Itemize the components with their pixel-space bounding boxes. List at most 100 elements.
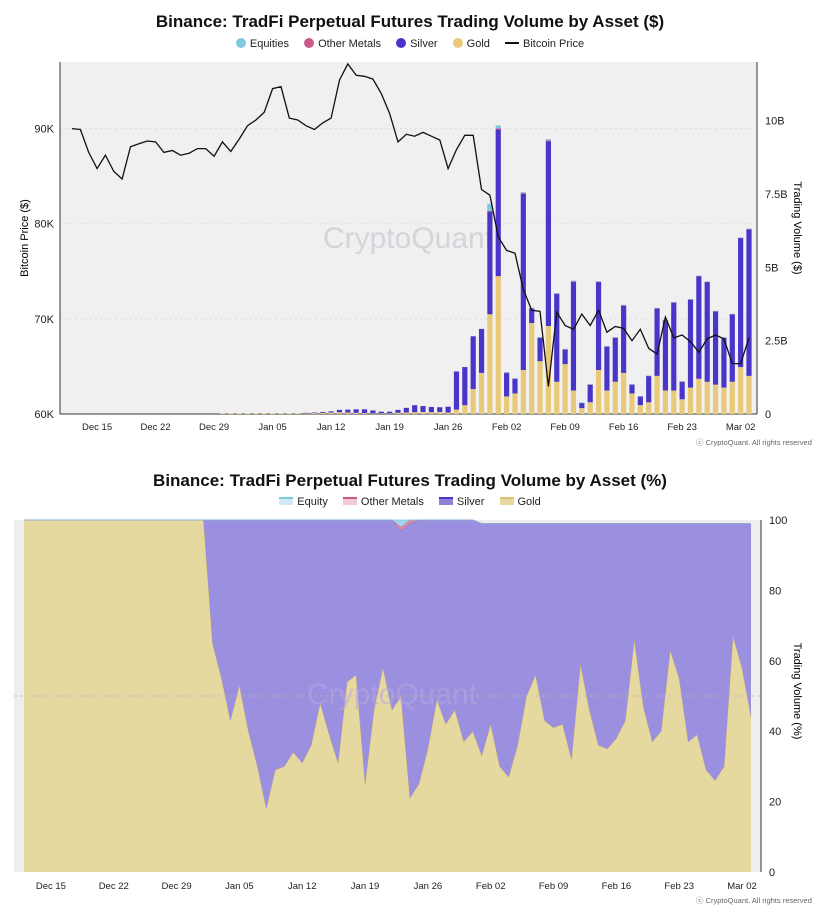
chart1-bar-silver (353, 409, 359, 413)
legend-item-equities[interactable]: Equities (235, 38, 289, 50)
chart1-bar-equities (679, 381, 685, 382)
chart1-bar-silver (478, 328, 485, 373)
chart1-bar-equities (545, 139, 551, 141)
chart1-bar-gold (219, 413, 226, 415)
legend2-item-gold[interactable]: Gold (499, 496, 541, 508)
chart1-bar-gold (328, 412, 334, 414)
chart1-bar-other-metals (595, 281, 602, 283)
chart1-bar-gold (286, 413, 292, 415)
chart1-bar-gold (729, 381, 735, 414)
chart1-bar-gold (395, 412, 401, 414)
chart1-xtick: Feb 02 (492, 422, 522, 433)
chart1-bar-equities (687, 299, 694, 300)
chart1-bar-silver (504, 372, 510, 397)
legend-item-other-metals[interactable]: Other Metals (304, 38, 381, 50)
chart1-bar-gold (671, 390, 677, 414)
chart1-bar-gold (520, 370, 526, 414)
chart1-bar-silver (646, 375, 652, 403)
legend2-label-other-metals: Other Metals (360, 496, 424, 508)
chart1-bar-equities (629, 384, 635, 385)
chart1-bar-silver (671, 302, 677, 391)
chart1-bar-silver (487, 211, 493, 315)
chart1-bar-silver (378, 411, 384, 414)
chart1-bar-gold (738, 367, 744, 414)
chart1-bar-silver (303, 412, 309, 414)
chart1-bar-silver (470, 336, 476, 390)
chart1-bar-gold (270, 413, 276, 415)
chart2-edge-equity (24, 519, 751, 524)
chart1-ytick-right: 0 (765, 409, 771, 421)
chart1-bar-other-metals (487, 211, 493, 212)
chart1-bar-equities (579, 402, 585, 404)
legend2-item-other-metals[interactable]: Other Metals (342, 496, 424, 508)
chart1-bar-gold (554, 381, 560, 414)
chart1-bar-gold (595, 370, 602, 414)
chart1-bar-gold (403, 412, 409, 414)
chart1-ytick-left: 80K (34, 219, 54, 231)
chart1-bar-gold (244, 413, 251, 415)
chart1-bar-other-metals (570, 281, 577, 283)
chart1-bar-equities (504, 372, 510, 373)
chart1-bar-gold (453, 409, 460, 414)
legend2-swatch-silver (438, 497, 453, 505)
legend-label-gold: Gold (466, 38, 490, 50)
chart1-bar-silver (370, 410, 376, 414)
legend-label-other-metals: Other Metals (318, 38, 382, 50)
chart1-bar-silver (579, 402, 585, 409)
chart1-bar-silver (712, 311, 719, 385)
chart1-bar-equities (612, 337, 618, 338)
chart1-ylabel-right: Trading Volume ($) (791, 181, 803, 274)
chart1-bar-silver (495, 129, 501, 277)
chart1-bar-silver (662, 320, 669, 391)
chart1-watermark: CryptoQuant (323, 222, 494, 255)
chart1-xtick: Feb 16 (609, 422, 639, 433)
legend-item-bitcoin-price[interactable]: Bitcoin Price (504, 38, 585, 50)
chart1-bar-gold (646, 402, 652, 414)
legend-label-silver: Silver (410, 38, 438, 50)
chart1-bar-gold (311, 413, 317, 414)
chart1-bar-silver (729, 314, 735, 382)
chart1-bar-gold (320, 412, 326, 414)
chart1-bar-gold (487, 314, 493, 414)
chart1-bar-gold (679, 399, 685, 414)
legend2-item-equity[interactable]: Equity (279, 496, 328, 508)
legend-swatch-other-metals (304, 38, 315, 48)
chart1-bar-equities (654, 307, 660, 309)
chart1-bar-gold (428, 412, 434, 414)
legend-item-silver[interactable]: Silver (396, 38, 438, 50)
legend-item-gold[interactable]: Gold (452, 38, 490, 50)
chart1-bar-gold (604, 390, 610, 414)
chart1-bar-gold (462, 405, 468, 414)
chart1-bar-gold (712, 384, 719, 414)
chart2-ytick: 100 (769, 515, 787, 527)
chart1-line-bitcoin-price (71, 62, 750, 387)
chart1-bar-gold (687, 387, 694, 414)
chart2-watermark: CryptoQuant (307, 678, 478, 711)
chart1-xtick: Dec 29 (199, 422, 229, 433)
legend2-item-silver[interactable]: Silver (438, 496, 484, 508)
chart1-bar-silver (403, 407, 409, 413)
chart1-bar-silver (679, 381, 685, 400)
chart1-bar-gold (721, 387, 727, 414)
chart1-bar-gold (529, 323, 535, 414)
legend-label-equities: Equities (249, 38, 289, 50)
chart1-bar-silver (395, 409, 401, 413)
chart2-xtick: Feb 02 (476, 881, 506, 892)
chart1-bar-equities (729, 313, 735, 315)
chart1-bar-other-metals (495, 128, 501, 130)
chart1-ylabel-left: Bitcoin Price ($) (19, 199, 31, 277)
chart2-title: Binance: TradFi Perpetual Futures Tradin… (153, 471, 667, 490)
chart1-bar-gold (545, 326, 551, 414)
chart1-bar-gold (236, 413, 242, 415)
chart1-bar-silver (537, 337, 543, 362)
chart1-bar-silver (336, 409, 343, 413)
chart2-xtick: Mar 02 (727, 881, 757, 892)
chart2-ytick: 80 (769, 585, 781, 597)
chart1-bar-equities (704, 281, 710, 283)
chart1-bar-gold (562, 364, 568, 414)
chart1-bar-equities (512, 378, 518, 379)
legend-label-bitcoin-price: Bitcoin Price (522, 38, 585, 50)
chart2-ylabel: Trading Volume (%) (791, 643, 803, 740)
chart1-bar-equities (520, 191, 526, 194)
chart2-xtick: Jan 12 (288, 881, 317, 892)
